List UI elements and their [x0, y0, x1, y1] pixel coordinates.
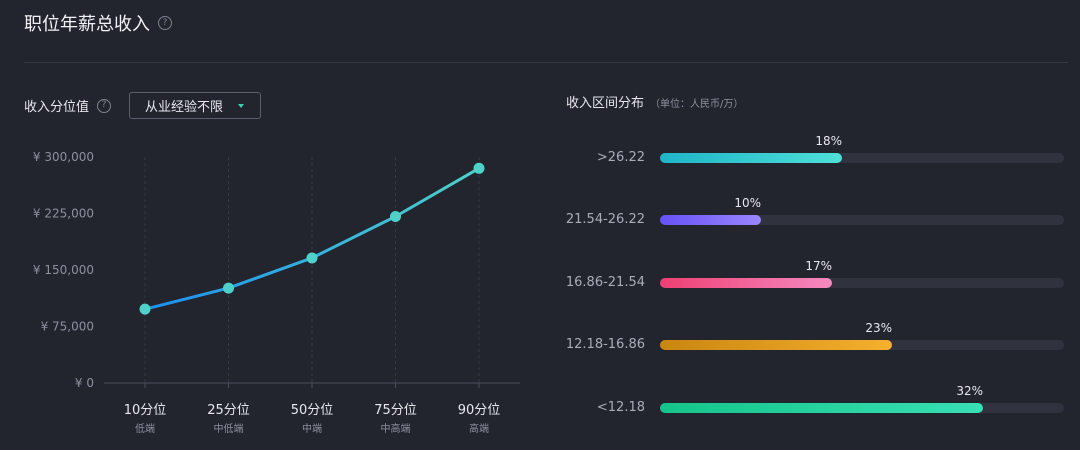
y-tick-label: ¥ 75,000	[41, 320, 94, 334]
x-tick-label: 25分位	[207, 403, 250, 418]
y-tick-label: ¥ 150,000	[33, 263, 94, 277]
x-tick-label: 75分位	[374, 403, 417, 418]
bar-fill[interactable]	[660, 340, 892, 350]
experience-select-value: 从业经验不限	[145, 100, 224, 115]
bar-category-label: 21.54-26.22	[565, 212, 645, 227]
bar-category-label: >26.22	[596, 150, 645, 165]
y-tick-label: ¥ 225,000	[33, 207, 94, 221]
y-tick-label: ¥ 300,000	[33, 150, 94, 164]
x-tick-sublabel: 中低端	[214, 422, 244, 435]
bar-track: 17%	[660, 259, 1064, 288]
data-point[interactable]	[223, 282, 234, 294]
bar-category-label: <12.18	[596, 400, 645, 415]
bar-row: 16.86-21.54 17%	[540, 258, 1070, 298]
bar-value-label: 17%	[805, 259, 832, 273]
header: 职位年薪总收入 ?	[24, 10, 172, 36]
percentile-controls: 收入分位值 ? 从业经验不限	[24, 92, 262, 119]
bar-fill[interactable]	[660, 215, 761, 225]
experience-select[interactable]: 从业经验不限	[129, 92, 262, 119]
bar-fill[interactable]	[660, 278, 832, 288]
bar-track: 10%	[660, 196, 1064, 225]
bar-category-label: 16.86-21.54	[565, 275, 645, 290]
bar-value-label: 10%	[734, 196, 761, 210]
bar-value-label: 18%	[815, 134, 842, 148]
bar-track: 23%	[660, 321, 1064, 350]
bar-row: >26.22 18%	[540, 133, 1070, 173]
data-point[interactable]	[390, 211, 401, 223]
x-tick-label: 10分位	[124, 403, 167, 418]
bar-row: <12.18 32%	[540, 383, 1070, 423]
percentile-help-icon[interactable]: ?	[97, 98, 112, 113]
distribution-title: 收入区间分布	[566, 96, 645, 111]
x-tick-sublabel: 高端	[469, 422, 489, 435]
distribution-header: 收入区间分布 （单位：人民币/万）	[566, 92, 743, 111]
bar-row: 21.54-26.22 10%	[540, 195, 1070, 235]
bar-value-label: 23%	[865, 321, 892, 335]
data-point[interactable]	[473, 162, 485, 174]
percentile-line-chart: ¥ 0 ¥ 75,000 ¥ 150,000 ¥ 225,000 ¥ 300,000 10…	[33, 150, 520, 435]
x-tick-sublabel: 低端	[135, 422, 155, 435]
data-point[interactable]	[306, 252, 318, 264]
x-tick-sublabel: 中端	[302, 422, 322, 435]
divider	[24, 62, 1068, 63]
bar-fill[interactable]	[660, 403, 983, 413]
chevron-down-icon	[238, 104, 245, 108]
distribution-unit: （单位：人民币/万）	[650, 99, 744, 110]
x-tick-label: 90分位	[458, 403, 501, 418]
x-tick-sublabel: 中高端	[381, 422, 411, 435]
y-tick-label: ¥ 0	[75, 376, 94, 390]
bar-value-label: 32%	[956, 384, 983, 398]
bar-track: 18%	[660, 134, 1064, 163]
percentile-label: 收入分位值	[24, 100, 90, 115]
help-icon[interactable]: ?	[158, 16, 172, 30]
bar-fill[interactable]	[660, 153, 842, 163]
bar-category-label: 12.18-16.86	[565, 337, 645, 352]
x-tick-label: 50分位	[291, 403, 334, 418]
data-point[interactable]	[139, 303, 151, 315]
bar-track: 32%	[660, 384, 1064, 413]
bar-row: 12.18-16.86 23%	[540, 320, 1070, 360]
page-title: 职位年薪总收入	[24, 14, 150, 35]
